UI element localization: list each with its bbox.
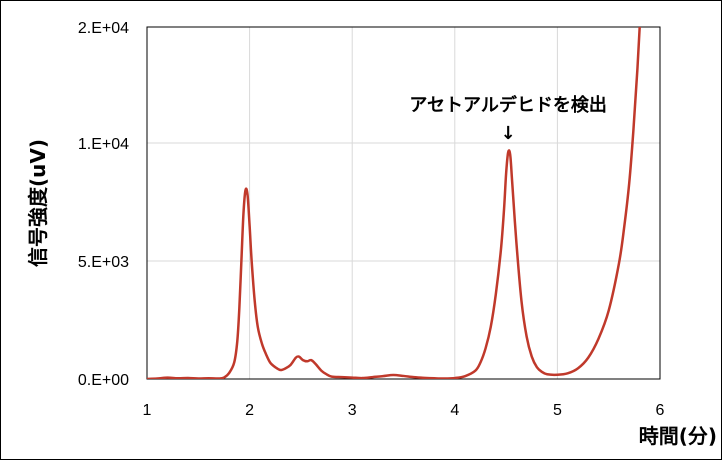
x-tick-label: 1 — [143, 402, 152, 419]
y-tick-label: 1.E+04 — [78, 136, 129, 153]
series-line — [147, 27, 641, 379]
x-tick-label: 5 — [553, 402, 562, 419]
y-tick-label: 5.E+03 — [78, 254, 129, 271]
x-tick-label: 6 — [656, 402, 665, 419]
y-tick-labels: 0.E+00 5.E+03 1.E+04 2.E+04 — [78, 20, 129, 389]
y-axis-title: 信号強度(uV) — [26, 139, 50, 267]
peak-annotation-arrow: ↓ — [501, 123, 516, 144]
peak-annotation-label: アセトアルデヒドを検出 — [409, 94, 606, 116]
x-tick-label: 4 — [450, 402, 459, 419]
x-tick-label: 3 — [348, 402, 357, 419]
x-axis-title: 時間(分) — [639, 424, 717, 448]
x-tick-labels: 1 2 3 4 5 6 — [143, 402, 665, 419]
gridlines — [146, 26, 661, 380]
plot-area-border — [146, 26, 661, 380]
y-tick-label: 2.E+04 — [78, 20, 129, 37]
series-group — [147, 27, 641, 379]
y-tick-label: 0.E+00 — [78, 372, 129, 389]
x-tick-label: 2 — [245, 402, 254, 419]
